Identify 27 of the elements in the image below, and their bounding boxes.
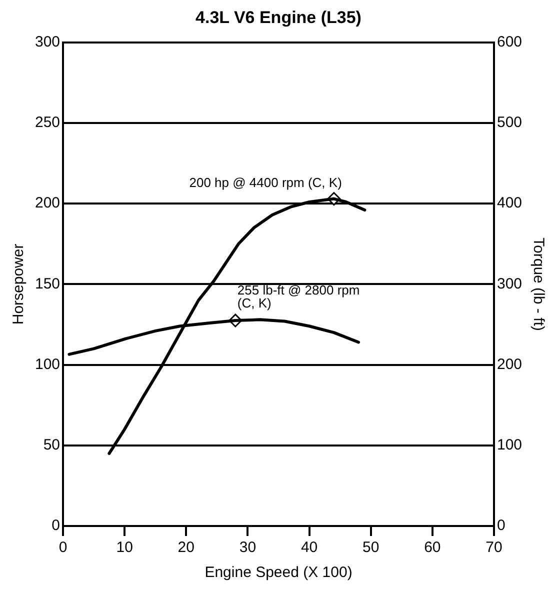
annotation: 255 lb-ft @ 2800 rpm (C, K)	[237, 282, 360, 311]
x-axis-title: Engine Speed (X 100)	[204, 564, 352, 582]
y2-tick-label: 0	[496, 517, 506, 534]
y2-tick-label: 100	[496, 436, 522, 454]
y2-axis-title: Torque (lb - ft)	[530, 238, 547, 331]
y-tick-label: 100	[34, 356, 60, 373]
x-tick-label: 50	[362, 539, 380, 556]
y-tick-label: 300	[34, 34, 60, 51]
y2-tick-label: 200	[496, 356, 522, 373]
y-tick-label: 250	[34, 114, 60, 132]
x-tick-label: 70	[486, 539, 502, 556]
y-tick-label: 0	[52, 517, 60, 534]
y2-tick-label: 300	[496, 275, 522, 292]
y-axis-title: Horsepower	[10, 244, 28, 325]
y2-tick-label: 400	[496, 194, 522, 212]
y2-tick-label: 500	[496, 114, 522, 132]
y-tick-label: 50	[43, 436, 60, 454]
x-tick-label: 60	[424, 539, 441, 556]
annotation: 200 hp @ 4400 rpm (C, K)	[189, 174, 342, 190]
x-tick-label: 10	[116, 539, 133, 556]
x-tick-label: 40	[300, 539, 318, 556]
x-tick-label: 20	[178, 539, 194, 556]
y2-tick-label: 600	[496, 34, 522, 51]
x-tick-label: 30	[239, 539, 256, 556]
chart-title: 4.3L V6 Engine (L35)	[196, 8, 362, 27]
y-tick-label: 150	[34, 275, 60, 292]
y-tick-label: 200	[34, 194, 60, 212]
